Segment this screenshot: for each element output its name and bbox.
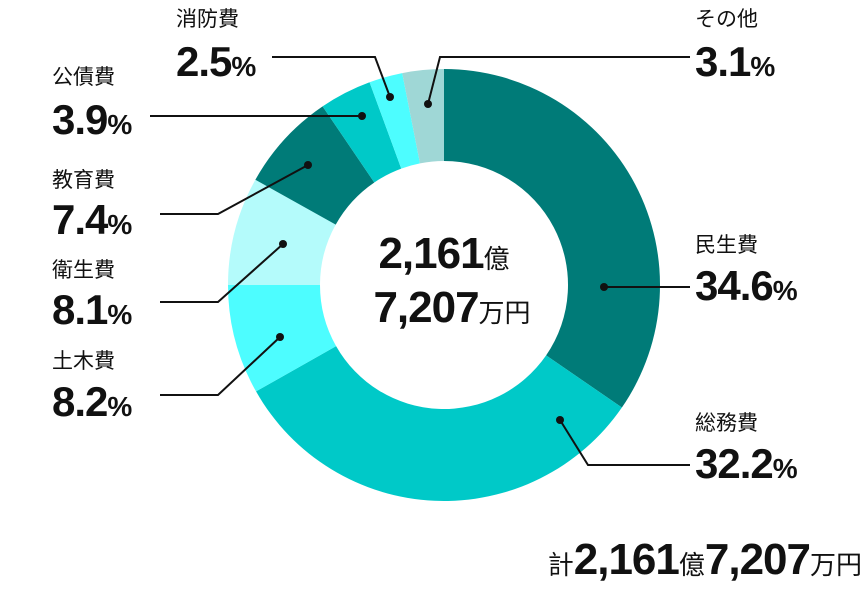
value-label: 3.9% <box>52 96 132 143</box>
total-prefix: 計 <box>548 550 574 580</box>
leader-line <box>160 336 281 396</box>
value-unit: % <box>231 51 256 82</box>
value-label: 32.2% <box>695 440 798 487</box>
total-man-unit: 万円 <box>810 550 862 580</box>
value-number: 3.1 <box>695 38 751 85</box>
category-label: 土木費 <box>52 350 115 373</box>
value-unit: % <box>107 109 132 140</box>
slice <box>402 69 444 164</box>
center-total-oku: 2,161億 <box>378 229 509 278</box>
category-label: 総務費 <box>695 412 758 435</box>
total-man: 7,207 <box>705 535 810 584</box>
center-oku-unit: 億 <box>484 244 510 274</box>
value-label: 8.1% <box>52 286 132 333</box>
center-man-unit: 万円 <box>479 298 531 328</box>
leader-dot <box>304 161 312 169</box>
leader-dot <box>556 416 564 424</box>
leader-line <box>160 243 284 303</box>
slice <box>255 106 375 225</box>
value-number: 34.6 <box>695 262 773 309</box>
value-number: 7.4 <box>52 196 109 243</box>
leader-dot <box>424 100 432 108</box>
value-label: 34.6% <box>695 262 798 309</box>
value-label: 2.5% <box>176 38 256 85</box>
value-unit: % <box>107 391 132 422</box>
slice <box>369 73 420 169</box>
center-man: 7,207 <box>373 283 478 332</box>
labels: 民生費 34.6% 総務費 32.2% 土木費 8.2% 衛生費 8.1% 教育費 7.4% 公債費… <box>52 8 798 487</box>
category-label: その他 <box>695 8 758 31</box>
category-label: 公債費 <box>52 66 115 89</box>
center-oku: 2,161 <box>378 229 484 278</box>
total-oku: 2,161 <box>574 535 680 584</box>
value-unit: % <box>107 299 132 330</box>
leader-dot <box>386 93 394 101</box>
slice <box>322 82 402 183</box>
center-total-man: 7,207万円 <box>373 283 530 332</box>
value-number: 8.1 <box>52 286 108 333</box>
slices <box>228 69 660 501</box>
total: 計2,161億7,207万円 <box>548 535 862 584</box>
leader-line <box>160 164 309 215</box>
leader-dot <box>600 283 608 291</box>
leader-dot <box>358 112 366 120</box>
value-unit: % <box>773 275 798 306</box>
leader-dot <box>276 333 284 341</box>
slice <box>256 346 622 501</box>
value-number: 3.9 <box>52 96 107 143</box>
category-label: 衛生費 <box>52 259 115 282</box>
value-label: 7.4% <box>52 196 132 243</box>
category-label: 消防費 <box>176 8 239 31</box>
value-label: 3.1% <box>695 38 775 85</box>
leader-dot <box>279 240 287 248</box>
value-number: 8.2 <box>52 378 107 425</box>
leader-line <box>427 56 690 105</box>
category-label: 教育費 <box>52 169 115 192</box>
total-oku-unit: 億 <box>679 550 705 580</box>
value-label: 8.2% <box>52 378 132 425</box>
slice <box>444 69 660 408</box>
value-number: 2.5 <box>176 38 232 85</box>
leader-line <box>272 56 391 98</box>
value-unit: % <box>107 209 132 240</box>
value-unit: % <box>750 51 775 82</box>
value-unit: % <box>773 453 798 484</box>
category-label: 民生費 <box>695 234 758 257</box>
value-number: 32.2 <box>695 440 773 487</box>
slice <box>228 179 336 285</box>
leader-line <box>559 419 690 466</box>
